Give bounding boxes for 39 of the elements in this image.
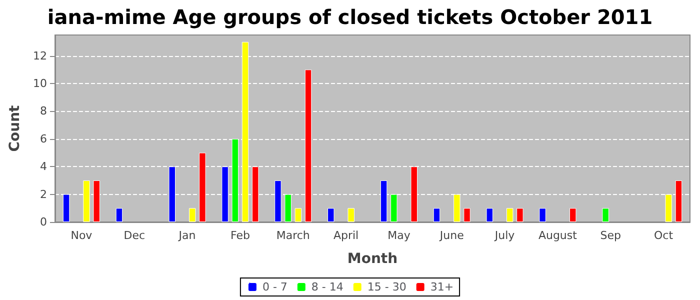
bar xyxy=(348,208,354,222)
y-tick-label: 10 xyxy=(33,76,47,90)
x-tick-label: Oct xyxy=(654,229,674,242)
chart-title: iana-mime Age groups of closed tickets October 2011 xyxy=(47,5,653,29)
x-tick-label: Nov xyxy=(70,229,93,242)
y-tick-label: 0 xyxy=(40,216,47,228)
legend-label: 8 - 14 xyxy=(311,280,344,294)
bar xyxy=(433,208,440,222)
bar xyxy=(506,208,514,222)
x-tick-label: August xyxy=(538,229,578,242)
bar xyxy=(116,208,123,222)
x-tick-label: Dec xyxy=(124,229,146,242)
x-tick-label: July xyxy=(494,229,516,242)
x-tick-label: Sep xyxy=(600,229,622,242)
x-axis-title: Month xyxy=(347,251,398,267)
legend-label: 31+ xyxy=(430,280,454,294)
bar xyxy=(539,208,546,222)
y-tick-label: 12 xyxy=(33,49,47,62)
bar xyxy=(464,208,470,222)
legend-label: 15 - 30 xyxy=(367,280,406,294)
y-tick-label: 2 xyxy=(40,188,47,201)
bar xyxy=(328,208,334,222)
x-tick-label: June xyxy=(438,229,464,242)
x-tick-label: March xyxy=(276,229,310,242)
bar xyxy=(294,208,302,222)
bar xyxy=(516,208,524,222)
bar xyxy=(569,208,576,222)
x-tick-label: April xyxy=(333,229,359,242)
legend-label: 0 - 7 xyxy=(262,280,288,294)
bar xyxy=(188,208,196,222)
x-tick-label: May xyxy=(388,229,411,242)
x-tick-label: Feb xyxy=(230,229,250,242)
y-tick-label: 4 xyxy=(40,160,47,174)
y-axis-title: Count xyxy=(7,104,24,152)
x-tick-label: Jan xyxy=(178,229,196,242)
y-tick-label: 8 xyxy=(40,104,47,118)
bar xyxy=(602,208,609,222)
bar xyxy=(486,208,494,222)
y-tick-label: 6 xyxy=(40,132,47,146)
